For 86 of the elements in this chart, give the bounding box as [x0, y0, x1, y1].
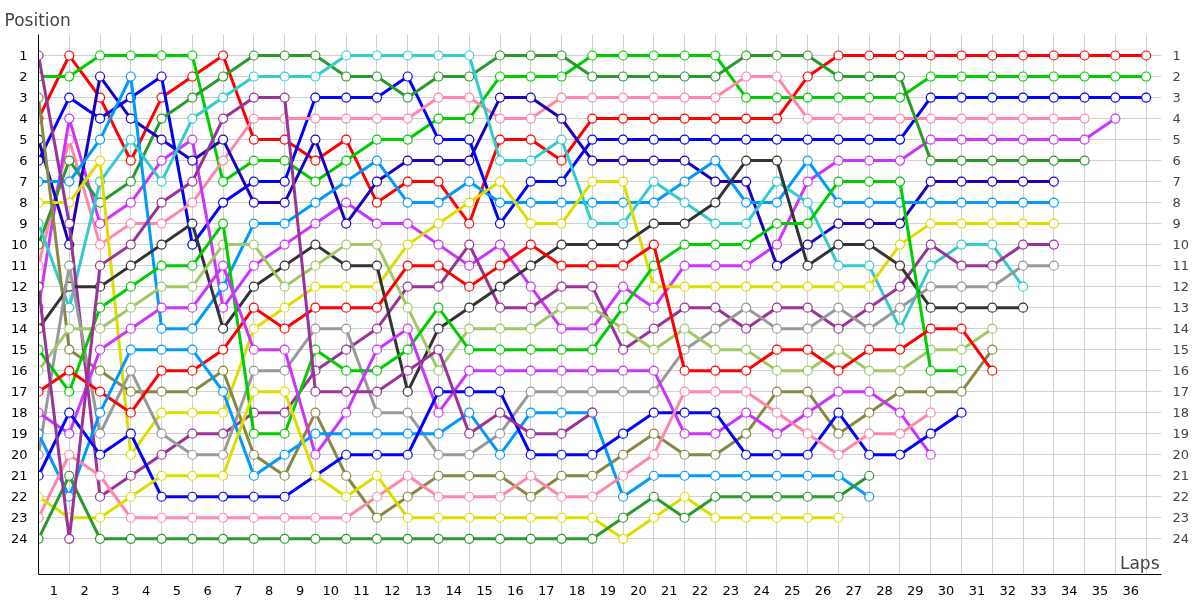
y2-tick-label: 20 [1172, 447, 1190, 463]
y-tick-label: 19 [10, 426, 28, 442]
y-tick-label: 4 [19, 111, 28, 127]
x-tick-label: 36 [1122, 582, 1140, 598]
y-tick-label: 10 [10, 237, 28, 253]
y-tick-label: 13 [10, 300, 28, 316]
x-tick-label: 5 [172, 582, 182, 598]
y-tick-label: 15 [10, 342, 28, 358]
y2-tick-label: 12 [1172, 279, 1190, 295]
x-tick-label: 23 [722, 582, 740, 598]
x-tick-label: 29 [907, 582, 924, 598]
y2-tick-label: 10 [1172, 237, 1190, 253]
y-tick-label: 1 [19, 48, 28, 64]
y2-tick-label: 13 [1172, 300, 1190, 316]
x-tick-label: 27 [845, 582, 863, 598]
y2-tick-label: 23 [1172, 510, 1190, 526]
y-tick-label: 7 [19, 174, 28, 190]
y-tick-label: 18 [10, 405, 28, 421]
x-tick-label: 21 [660, 582, 678, 598]
x-tick-label: 6 [203, 582, 212, 598]
x-tick-label: 20 [630, 582, 647, 598]
y-tick-label: 11 [10, 258, 28, 274]
y2-tick-label: 6 [1172, 153, 1181, 169]
y-tick-label: 16 [10, 363, 28, 379]
x-tick-label: 32 [999, 582, 1016, 598]
y-tick-label: 17 [10, 384, 28, 400]
y-tick-label: 2 [19, 69, 28, 85]
x-tick-label: 2 [80, 582, 89, 598]
x-tick-label: 19 [599, 582, 616, 598]
x-tick-label: 18 [568, 582, 586, 598]
x-tick-label: 4 [142, 582, 151, 598]
y-tick-label: 21 [10, 468, 28, 484]
y-tick-label: 20 [10, 447, 28, 463]
x-tick-label: 30 [937, 582, 955, 598]
y2-tick-label: 14 [1172, 321, 1190, 337]
y-tick-label: 14 [10, 321, 28, 337]
y-tick-label: 3 [19, 90, 28, 106]
x-tick-label: 26 [814, 582, 832, 598]
y2-tick-label: 18 [1172, 405, 1190, 421]
x-tick-label: 28 [876, 582, 893, 598]
y2-tick-label: 21 [1172, 468, 1190, 484]
x-tick-label: 24 [753, 582, 770, 598]
y-tick-label: 6 [19, 153, 28, 169]
x-axis-title: Laps [1119, 552, 1160, 573]
x-tick-label: 17 [537, 582, 555, 598]
y2-tick-label: 8 [1172, 195, 1181, 211]
y2-tick-label: 5 [1172, 132, 1181, 148]
x-tick-label: 8 [265, 582, 274, 598]
y-tick-label: 24 [10, 531, 28, 547]
y2-tick-label: 9 [1172, 216, 1181, 232]
x-tick-label: 16 [507, 582, 524, 598]
y2-tick-label: 2 [1172, 69, 1181, 85]
x-tick-label: 22 [691, 582, 709, 598]
y2-tick-label: 15 [1172, 342, 1190, 358]
y2-tick-label: 19 [1172, 426, 1190, 442]
y-tick-label: 22 [10, 489, 28, 505]
x-tick-label: 7 [234, 582, 243, 598]
y2-tick-label: 4 [1172, 111, 1181, 127]
x-tick-label: 14 [445, 582, 463, 598]
x-tick-label: 33 [1030, 582, 1047, 598]
y-tick-label: 9 [19, 216, 28, 232]
y-tick-label: 8 [19, 195, 28, 211]
y-tick-label: 5 [19, 132, 28, 148]
x-tick-label: 12 [384, 582, 401, 598]
y2-tick-label: 22 [1172, 489, 1190, 505]
x-tick-label: 15 [476, 582, 493, 598]
x-tick-label: 13 [414, 582, 432, 598]
x-tick-label: 34 [1060, 582, 1078, 598]
y2-tick-label: 17 [1172, 384, 1190, 400]
x-tick-label: 25 [784, 582, 801, 598]
y2-tick-label: 24 [1172, 531, 1190, 547]
x-tick-label: 1 [49, 582, 59, 598]
y2-tick-label: 7 [1172, 174, 1181, 190]
x-tick-label: 9 [295, 582, 305, 598]
y2-tick-label: 11 [1172, 258, 1190, 274]
x-tick-label: 11 [353, 582, 370, 598]
y2-tick-label: 16 [1172, 363, 1190, 379]
y-tick-label: 12 [10, 279, 28, 295]
x-tick-label: 31 [968, 582, 986, 598]
y2-tick-label: 3 [1172, 90, 1181, 106]
y2-tick-label: 1 [1172, 48, 1181, 64]
y-axis-title: Position [4, 9, 71, 30]
x-tick-label: 10 [322, 582, 340, 598]
y-tick-label: 23 [10, 510, 28, 526]
x-tick-label: 35 [1091, 582, 1109, 598]
x-tick-label: 3 [111, 582, 120, 598]
